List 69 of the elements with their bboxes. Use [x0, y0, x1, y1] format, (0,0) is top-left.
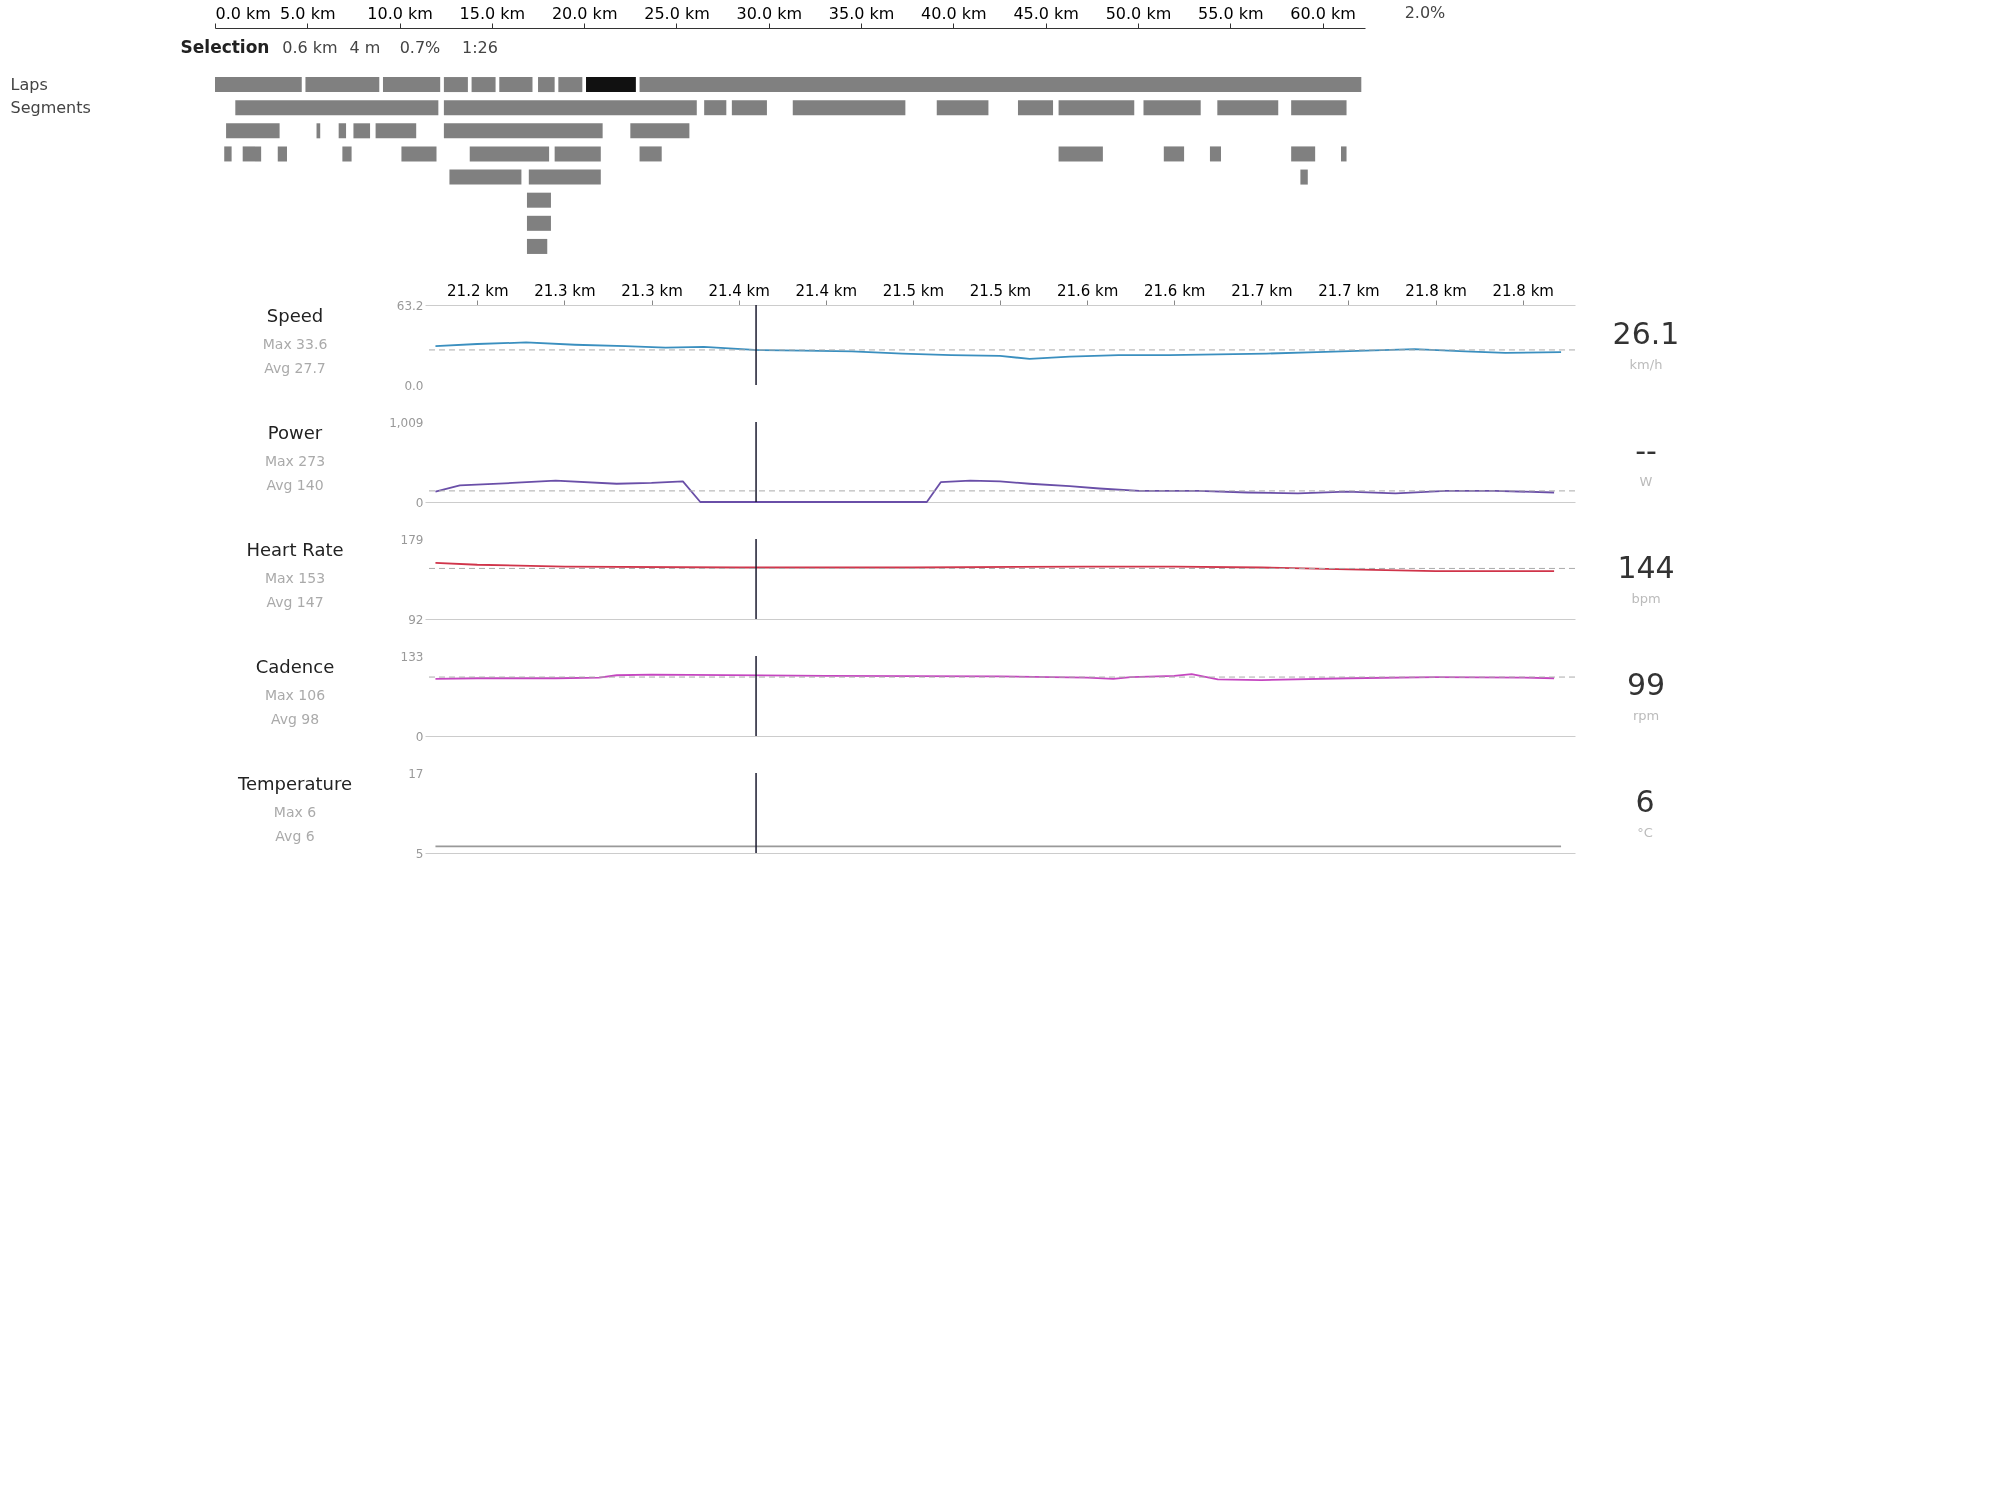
text: Avg 27.7 — [264, 360, 326, 376]
y-tick-label: 133 — [400, 649, 424, 664]
text: rpm — [1632, 708, 1660, 723]
x-tick-label: 10.0 km — [367, 3, 433, 23]
x-tick-label: 21.6 km — [1144, 281, 1206, 300]
x-tick-label: 21.3 km — [534, 281, 596, 300]
y-tick-label: 63.2 — [396, 298, 424, 313]
x-tick-label: 21.6 km — [1056, 281, 1119, 300]
text: Avg 147 — [266, 594, 324, 610]
x-tick-label: 20.0 km — [551, 3, 618, 23]
text: km/h — [1629, 357, 1663, 372]
x-tick-label: 21.5 km — [969, 281, 1032, 300]
x-tick-label: 21.4 km — [708, 281, 770, 300]
y-tick-label: 1,009 — [389, 415, 424, 430]
chart-title: Temperature — [236, 773, 353, 794]
x-tick-label: 5.0 km — [280, 3, 336, 23]
text: bpm — [1631, 591, 1661, 606]
x-tick-label: 25.0 km — [644, 3, 710, 23]
y-tick-label: 0 — [415, 495, 424, 510]
x-tick-label: 21.8 km — [1405, 281, 1467, 300]
x-tick-label: 21.7 km — [1318, 281, 1380, 300]
text: Avg 98 — [270, 711, 320, 727]
chart-title: Power — [267, 422, 323, 443]
x-tick-label: 60.0 km — [1290, 3, 1356, 23]
y-tick-label: 5 — [415, 846, 424, 861]
x-tick-label: 21.7 km — [1231, 281, 1293, 300]
x-tick-label: 21.3 km — [621, 281, 683, 300]
x-tick-label: 55.0 km — [1197, 3, 1264, 23]
text: Max 33.6 — [262, 336, 328, 352]
y-tick-label: 0.0 — [404, 378, 424, 393]
x-tick-label: 50.0 km — [1105, 3, 1172, 23]
x-tick-label: 45.0 km — [1013, 3, 1079, 23]
text: W — [1639, 474, 1653, 489]
y-tick-label: 0 — [415, 729, 424, 744]
text: Max 106 — [264, 687, 326, 703]
chart-title: Cadence — [255, 656, 335, 677]
text: Avg 140 — [266, 477, 324, 493]
text: Avg 6 — [275, 828, 315, 844]
text: 144 — [1617, 550, 1675, 585]
y-tick-label: 179 — [400, 532, 424, 547]
chart-title: Speed — [266, 305, 324, 326]
y-tick-label: Laps — [10, 74, 48, 94]
x-tick-label: 21.8 km — [1492, 281, 1554, 300]
x-tick-label: 15.0 km — [459, 3, 526, 23]
x-tick-label: 21.4 km — [795, 281, 857, 300]
text: 4 m — [349, 38, 381, 57]
x-tick-label: 21.2 km — [447, 281, 509, 300]
y-tick-label: 92 — [408, 612, 424, 627]
text: Selection — [180, 37, 270, 57]
x-tick-label: 35.0 km — [828, 3, 895, 23]
x-tick-label: 0.0 km — [215, 3, 271, 23]
y-tick-label: Segments — [10, 97, 91, 117]
text: 99 — [1626, 667, 1666, 702]
text: 6 — [1635, 784, 1655, 819]
text: 0.6 km — [282, 38, 338, 57]
text: Max 6 — [273, 804, 317, 820]
text: 0.7% — [399, 38, 441, 57]
text: Max 153 — [264, 570, 326, 586]
x-tick-label: 21.5 km — [882, 281, 945, 300]
text: 2.0% — [1404, 3, 1446, 22]
text: °C — [1637, 825, 1653, 840]
text: Max 273 — [264, 453, 326, 469]
text: 26.1 — [1612, 316, 1680, 351]
x-tick-label: 30.0 km — [736, 3, 803, 23]
text: 1:26 — [462, 38, 498, 57]
y-tick-label: 17 — [408, 766, 424, 781]
chart-title: Heart Rate — [246, 539, 344, 560]
x-tick-label: 40.0 km — [921, 3, 987, 23]
text: -- — [1635, 433, 1657, 468]
